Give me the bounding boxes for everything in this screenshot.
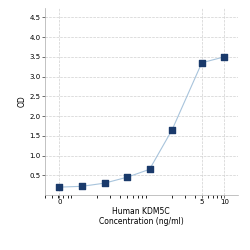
- Point: [58, 185, 62, 189]
- Point: [80, 184, 84, 188]
- Point: [200, 61, 204, 65]
- Y-axis label: OD: OD: [18, 95, 27, 107]
- Point: [102, 181, 106, 185]
- X-axis label: Human KDM5C
Concentration (ng/ml): Human KDM5C Concentration (ng/ml): [99, 206, 184, 226]
- Point: [222, 55, 226, 59]
- Point: [170, 128, 174, 132]
- Point: [125, 175, 129, 179]
- Point: [148, 167, 152, 171]
